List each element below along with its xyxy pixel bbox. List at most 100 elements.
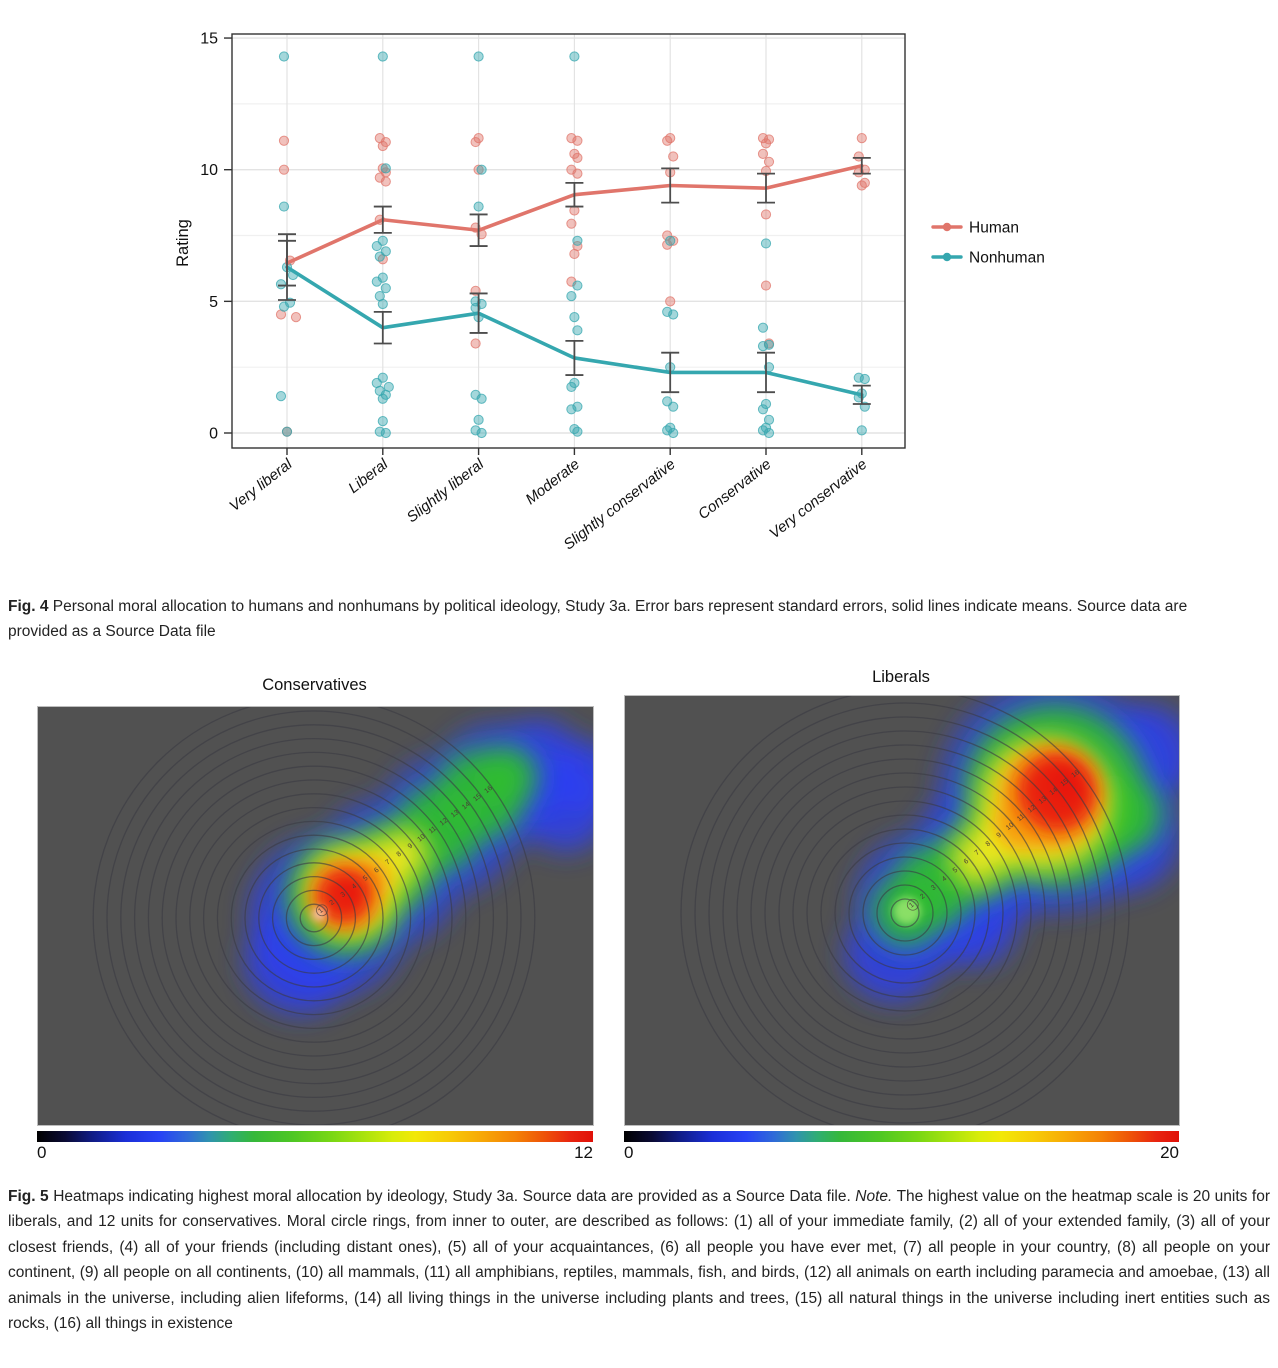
- scatter-point-nonhuman: [665, 235, 676, 246]
- scatter-point-human: [374, 172, 385, 183]
- error-bar-human: [757, 172, 775, 204]
- error-bar-nonhuman: [373, 310, 392, 345]
- ring-label: 14: [461, 801, 472, 811]
- scatter-point-nonhuman: [668, 401, 679, 412]
- scatter-point-human: [566, 164, 577, 175]
- x-tick-label: Liberal: [345, 455, 391, 497]
- legend-entry-nonhuman: Nonhuman: [931, 250, 1045, 267]
- scatter-point-nonhuman: [470, 389, 481, 400]
- ring-label: 10: [1005, 822, 1016, 832]
- scatter-point-nonhuman: [757, 425, 769, 436]
- error-bar-nonhuman: [757, 351, 775, 394]
- ring-label: 15: [472, 793, 483, 803]
- scatter-point-human: [572, 168, 583, 179]
- scatter-point-human: [290, 312, 302, 323]
- scatter-point-human: [665, 296, 676, 307]
- error-bar-human: [373, 205, 392, 234]
- colorbar-min-conservatives: 0: [37, 1143, 47, 1162]
- scatter-point-nonhuman: [278, 201, 290, 212]
- x-tick-label: Moderate: [522, 456, 582, 508]
- scatter-point-human: [668, 235, 679, 246]
- scatter-point-nonhuman: [572, 235, 583, 246]
- scatter-point-nonhuman: [380, 283, 391, 294]
- caption-figure-label: Fig. 5: [8, 1187, 49, 1205]
- scatter-point-nonhuman: [668, 427, 679, 439]
- scatter-point-nonhuman: [476, 427, 487, 439]
- heatmap-title-liberals: Liberals: [872, 668, 930, 686]
- scatter-point-nonhuman: [566, 290, 577, 302]
- ring-label: 2: [328, 899, 335, 907]
- ring-label: 9: [996, 832, 1003, 840]
- error-bar-human: [565, 181, 584, 208]
- scatter-point-human: [760, 280, 772, 291]
- scatter-point-nonhuman: [760, 238, 772, 249]
- x-tick-label: Very liberal: [226, 455, 296, 515]
- scatter-point-nonhuman: [374, 251, 385, 262]
- heat-layer-center: [312, 907, 326, 921]
- scatter-point-nonhuman: [763, 427, 775, 439]
- scatter-point-nonhuman: [380, 163, 391, 174]
- ring-label: 11: [1016, 813, 1026, 823]
- scatter-point-nonhuman: [572, 280, 583, 291]
- scatter-point-nonhuman: [377, 393, 388, 404]
- error-bar-nonhuman: [852, 384, 871, 405]
- heat-layer-center: [893, 897, 921, 925]
- scatter-point-human: [668, 151, 679, 162]
- scatter-point-human: [662, 135, 673, 146]
- scatter-point-nonhuman: [374, 426, 385, 437]
- scatter-point-nonhuman: [668, 309, 679, 320]
- scatter-point-nonhuman: [572, 325, 583, 336]
- scatter-point-nonhuman: [473, 51, 484, 62]
- scatter-point-nonhuman: [662, 425, 673, 436]
- scatter-point-nonhuman: [377, 51, 388, 62]
- ring-label: 4: [351, 883, 358, 891]
- heatmap-conservatives: 1 2 3 4 5 6 7 8 9 10 11 12 13 14 15 16: [37, 706, 594, 1126]
- legend-key-dot: [942, 222, 952, 232]
- scatter-point-human: [377, 140, 388, 152]
- colorbar-max-liberals: 20: [1160, 1143, 1179, 1162]
- scatter-point-nonhuman: [859, 373, 870, 385]
- scatter-point-nonhuman: [763, 339, 775, 350]
- error-bar-human: [469, 213, 488, 247]
- colorbar-labels-conservatives: 0 12: [37, 1143, 593, 1163]
- heatmap-liberals: 1 2 3 4 5 6 7 8 9 10 11 12 13 14 15 16: [624, 695, 1180, 1126]
- scatter-point-nonhuman: [662, 306, 673, 317]
- error-bar-nonhuman: [278, 233, 296, 301]
- scatter-point-nonhuman: [572, 401, 583, 412]
- scatter-point-nonhuman: [278, 301, 290, 312]
- scatter-point-nonhuman: [569, 51, 580, 62]
- x-tick-label: Very conservative: [766, 456, 870, 542]
- ring-label: 12: [439, 817, 450, 827]
- caption-text: Personal moral allocation to humans and …: [8, 597, 1188, 641]
- ring-label: 7: [974, 849, 981, 857]
- caption-figure-label: Fig. 4: [8, 597, 49, 615]
- ring-label: 13: [1038, 795, 1049, 805]
- scatter-point-nonhuman: [476, 164, 487, 175]
- error-bar-nonhuman: [469, 292, 488, 334]
- fig4-rating-by-ideology-chart: 0 5 10 15 Very liberal Liberal Slightly libera…: [174, 31, 1045, 554]
- y-tick-label: 15: [200, 31, 218, 48]
- heatmap-title-conservatives: Conservatives: [262, 676, 367, 694]
- ring-label: 9: [407, 842, 414, 850]
- scatter-point-nonhuman: [275, 391, 287, 402]
- scatter-point-human: [856, 180, 867, 191]
- scatter-point-human: [470, 136, 481, 148]
- y-tick-label: 5: [209, 294, 218, 311]
- error-bar-human: [852, 156, 871, 175]
- scatter-point-nonhuman: [757, 322, 769, 333]
- ring-label: 14: [1049, 787, 1060, 797]
- scatter-point-nonhuman: [377, 298, 388, 310]
- ring-label: 6: [963, 858, 970, 866]
- scatter-point-nonhuman: [760, 398, 772, 410]
- y-tick-label: 10: [200, 162, 218, 179]
- legend-label: Nonhuman: [969, 250, 1045, 267]
- caption-text: The highest value on the heatmap scale i…: [8, 1187, 1270, 1333]
- scatter-point-nonhuman: [371, 240, 382, 252]
- x-tick-label: Slightly liberal: [404, 455, 488, 526]
- scatter-point-nonhuman: [278, 51, 290, 62]
- scatter-point-nonhuman: [757, 404, 769, 415]
- ring-label: 8: [985, 840, 992, 848]
- error-bar-nonhuman: [661, 351, 680, 394]
- scatter-point-human: [757, 148, 769, 160]
- ring-label: 10: [416, 833, 427, 843]
